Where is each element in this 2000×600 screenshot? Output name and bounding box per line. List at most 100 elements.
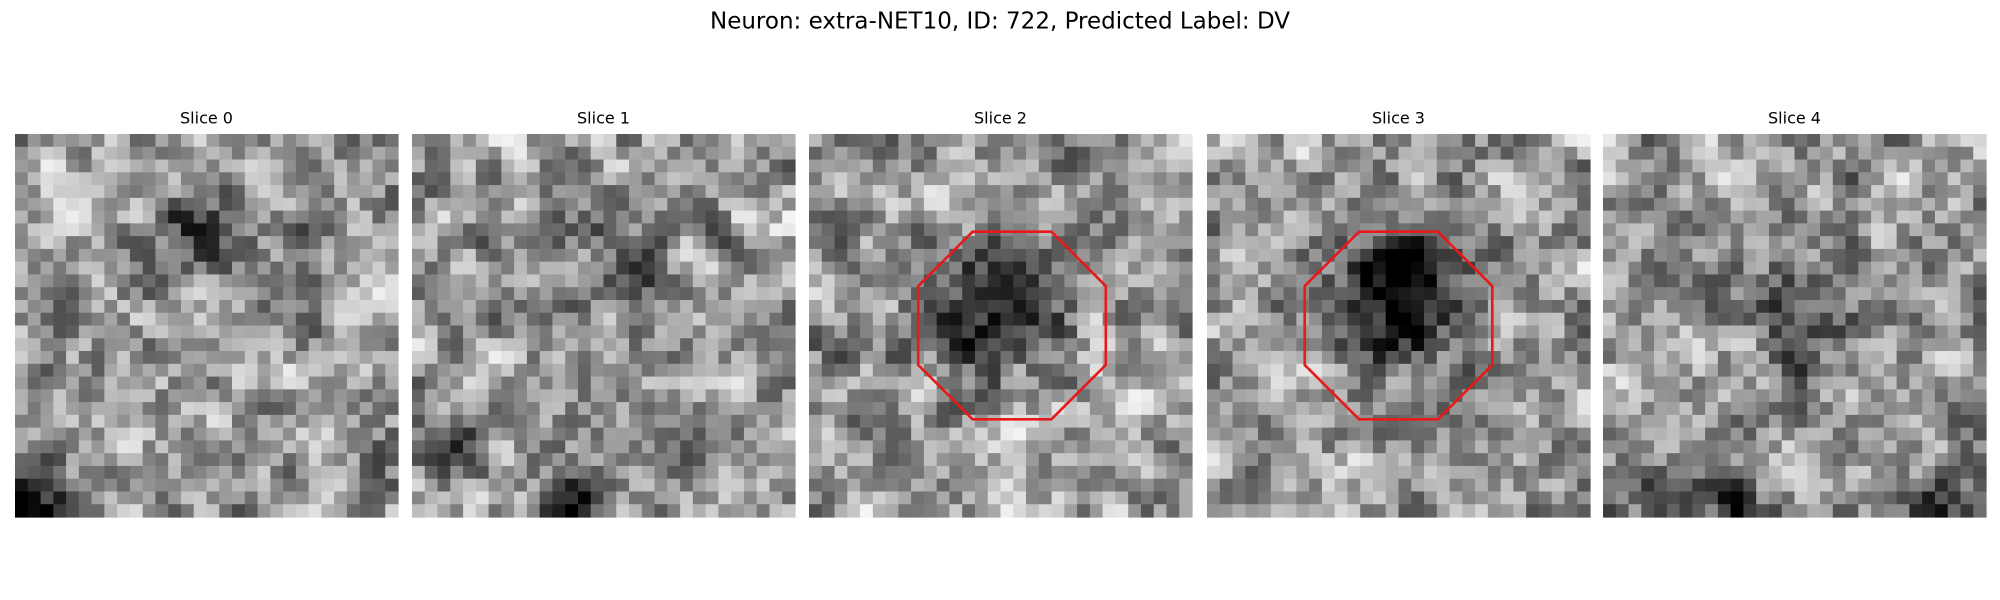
pixel	[1334, 287, 1349, 301]
pixel	[769, 440, 783, 454]
pixel	[1628, 504, 1642, 518]
pixel	[692, 248, 707, 263]
pixel	[1896, 414, 1910, 429]
pixel	[168, 185, 182, 199]
pixel	[1615, 197, 1630, 212]
pixel	[1641, 351, 1655, 365]
pixel	[616, 236, 630, 250]
pixel	[346, 491, 361, 505]
pixel	[705, 134, 719, 148]
pixel	[654, 363, 668, 378]
pixel	[1385, 504, 1400, 518]
pixel	[270, 223, 284, 237]
pixel	[437, 414, 451, 429]
pixel	[1372, 478, 1387, 493]
pixel	[232, 351, 246, 365]
pixel	[1089, 351, 1104, 365]
pixel	[1615, 351, 1630, 365]
pixel	[40, 223, 54, 237]
pixel	[334, 134, 348, 148]
pixel	[129, 478, 144, 493]
pixel	[1679, 159, 1693, 173]
pixel	[1909, 274, 1923, 288]
pixel	[308, 325, 322, 339]
pixel	[1089, 402, 1104, 416]
pixel	[860, 325, 874, 339]
pixel	[654, 312, 668, 327]
pixel	[1179, 134, 1193, 148]
pixel	[1424, 134, 1438, 148]
pixel	[1603, 465, 1617, 480]
pixel	[769, 274, 783, 288]
pixel	[1654, 159, 1668, 173]
pixel	[1768, 478, 1783, 493]
pixel	[66, 363, 80, 378]
pixel	[1513, 325, 1527, 339]
pixel	[1807, 223, 1821, 237]
pixel	[1743, 172, 1757, 186]
pixel	[590, 478, 605, 493]
pixel	[1666, 376, 1681, 390]
pixel	[1896, 274, 1910, 288]
pixel	[142, 478, 157, 493]
pixel	[91, 299, 105, 314]
pixel	[718, 261, 732, 276]
pixel	[346, 261, 361, 276]
pixel	[1089, 504, 1104, 518]
pixel	[1398, 414, 1412, 429]
pixel	[1115, 159, 1129, 173]
pixel	[1896, 440, 1910, 454]
pixel	[629, 236, 643, 250]
pixel	[885, 312, 899, 327]
pixel	[1564, 363, 1578, 378]
pixel	[168, 338, 182, 352]
pixel	[552, 261, 566, 276]
pixel	[1296, 427, 1310, 441]
pixel	[1385, 299, 1400, 314]
pixel	[603, 261, 617, 276]
pixel	[1102, 491, 1116, 505]
pixel	[1232, 223, 1246, 237]
pixel	[1372, 248, 1387, 263]
pixel	[1424, 351, 1438, 365]
pixel	[1794, 363, 1808, 378]
pixel	[1500, 453, 1514, 467]
pixel	[257, 299, 271, 314]
pixel	[1153, 236, 1168, 250]
pixel	[590, 376, 605, 390]
pixel	[1526, 172, 1540, 186]
pixel	[1153, 312, 1168, 327]
pixel	[488, 210, 502, 224]
pixel	[539, 402, 554, 416]
pixel	[1321, 325, 1336, 339]
pixel	[321, 299, 335, 314]
pixel	[270, 146, 284, 161]
pixel	[1730, 261, 1745, 276]
pixel	[743, 236, 758, 250]
pixel	[1934, 236, 1949, 250]
pixel	[769, 402, 783, 416]
pixel	[346, 440, 361, 454]
pixel	[155, 478, 169, 493]
pixel	[1385, 185, 1400, 199]
pixel	[1128, 210, 1142, 224]
pixel	[1679, 491, 1693, 505]
pixel	[1207, 274, 1221, 288]
pixel	[936, 197, 951, 212]
pixel	[1832, 210, 1847, 224]
pixel	[731, 146, 745, 161]
pixel	[1360, 210, 1374, 224]
pixel	[1692, 389, 1706, 403]
pixel	[1526, 351, 1540, 365]
pixel	[1258, 134, 1272, 148]
pixel	[1411, 274, 1425, 288]
pixel	[1858, 172, 1872, 186]
pixel	[821, 299, 836, 314]
pixel	[923, 478, 938, 493]
pixel	[1115, 287, 1129, 301]
pixel	[219, 172, 233, 186]
pixel	[270, 312, 284, 327]
pixel	[1334, 325, 1349, 339]
pixel	[1051, 287, 1065, 301]
pixel	[91, 351, 105, 365]
